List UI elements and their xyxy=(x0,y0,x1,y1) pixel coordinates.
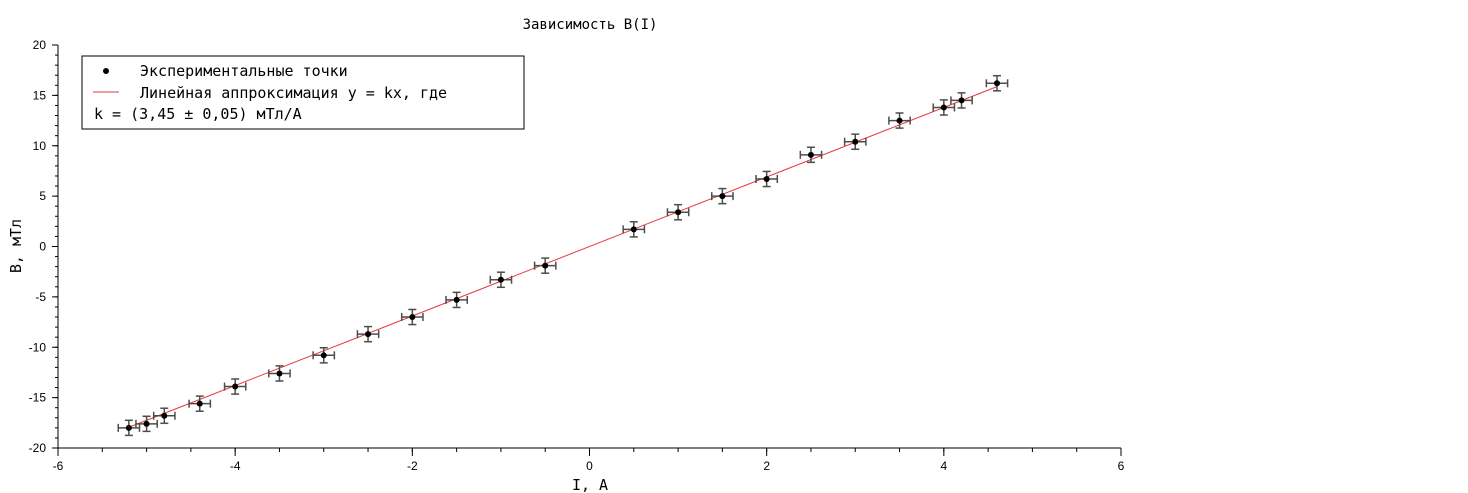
fit-layer xyxy=(128,86,998,428)
x-tick-label: -2 xyxy=(407,459,418,473)
legend-fit-label: Линейная аппроксимация y = kx, где xyxy=(140,84,447,102)
y-tick-label: 0 xyxy=(39,240,46,254)
legend-point-marker xyxy=(103,68,109,74)
data-point-group xyxy=(755,170,779,188)
data-point-group xyxy=(489,271,513,289)
y-tick-label: -20 xyxy=(29,441,47,455)
data-point-group xyxy=(843,133,867,151)
data-point xyxy=(232,383,239,390)
data-point xyxy=(993,80,1000,87)
data-point-group xyxy=(445,291,469,309)
x-tick-label: 2 xyxy=(763,459,770,473)
data-point xyxy=(896,117,903,124)
data-point xyxy=(161,412,168,419)
data-point xyxy=(763,175,770,182)
data-point-group xyxy=(152,407,176,425)
y-tick-label: 10 xyxy=(33,139,47,153)
y-tick-label: -15 xyxy=(29,391,47,405)
data-point-group xyxy=(533,257,557,274)
data-point-group xyxy=(356,325,380,343)
data-point xyxy=(276,370,283,377)
data-point xyxy=(365,331,372,338)
data-point xyxy=(320,352,327,359)
data-point xyxy=(497,276,504,283)
x-tick-label: 4 xyxy=(940,459,947,473)
data-point-group xyxy=(799,146,823,164)
data-point xyxy=(807,151,814,158)
data-point-group xyxy=(188,395,212,412)
points-layer xyxy=(117,74,1009,437)
legend-points-label: Экспериментальные точки xyxy=(140,62,348,80)
data-point xyxy=(409,314,416,321)
data-point-group xyxy=(985,74,1009,92)
data-point xyxy=(852,138,859,145)
data-point xyxy=(196,400,203,407)
legend-fit-coefficient: k = (3,45 ± 0,05) мТл/А xyxy=(94,105,302,123)
x-tick-label: 6 xyxy=(1118,459,1125,473)
legend: Экспериментальные точки Линейная аппрокс… xyxy=(81,55,525,130)
y-tick-label: 15 xyxy=(33,88,47,102)
data-point-group xyxy=(312,347,336,364)
data-point-group xyxy=(888,112,911,129)
data-point xyxy=(143,420,150,427)
data-point xyxy=(453,296,460,303)
x-tick-label: -6 xyxy=(53,459,64,473)
x-axis-label: I, A xyxy=(572,476,608,493)
data-point xyxy=(958,97,965,104)
y-tick-label: 20 xyxy=(33,38,47,52)
data-point-group xyxy=(710,187,734,205)
y-tick-label: -5 xyxy=(35,290,46,304)
data-point-group xyxy=(400,308,424,326)
data-point-group xyxy=(932,99,956,116)
legend-box xyxy=(81,55,525,130)
y-tick-label: 5 xyxy=(39,189,46,203)
data-point xyxy=(125,424,132,431)
chart-title: Зависимость B(I) xyxy=(523,17,658,33)
y-tick-label: -10 xyxy=(29,340,47,354)
data-point xyxy=(719,193,726,200)
fit-line xyxy=(128,86,998,428)
data-point-group xyxy=(223,378,247,395)
x-tick-label: 0 xyxy=(586,459,593,473)
data-point-group xyxy=(268,365,291,382)
data-point-group xyxy=(622,221,646,238)
x-tick-label: -4 xyxy=(230,459,241,473)
data-point xyxy=(675,209,682,216)
data-point xyxy=(940,104,947,111)
data-point-group xyxy=(135,415,158,433)
data-point xyxy=(630,226,637,233)
data-point-group xyxy=(950,92,973,109)
data-point-group xyxy=(117,419,141,437)
data-point-group xyxy=(666,203,690,221)
data-point xyxy=(542,262,549,269)
y-axis-label: B, мТл xyxy=(7,219,25,273)
